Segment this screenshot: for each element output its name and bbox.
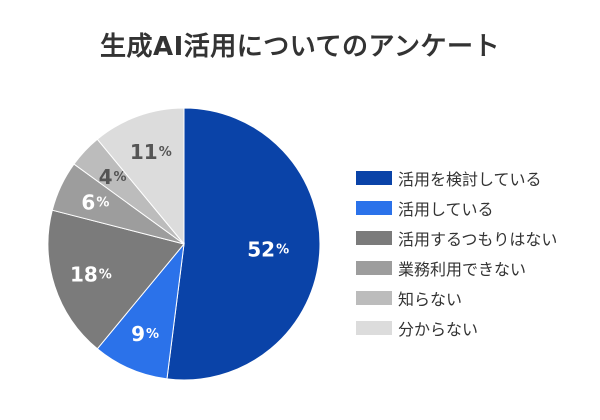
chart-title: 生成AI活用についてのアンケート	[100, 32, 500, 62]
slice-value-label: 18%	[70, 262, 112, 286]
slice-value-label: 11%	[130, 140, 172, 164]
slice-value-label: 6%	[81, 190, 109, 214]
legend-swatch	[356, 291, 392, 305]
legend: 活用を検討している 活用している活用するつもりはない 業務利用できない 知らない分から…	[356, 163, 557, 343]
legend-swatch	[356, 321, 392, 335]
legend-label: 知らない	[398, 290, 463, 309]
legend-item: 分からない	[356, 313, 557, 343]
slice-value-label: 9%	[131, 322, 159, 346]
pie-slice	[166, 107, 321, 381]
legend-label: 活用している	[398, 200, 494, 219]
legend-item: 活用している	[356, 193, 557, 223]
legend-swatch	[356, 261, 392, 275]
legend-swatch	[356, 171, 392, 185]
legend-item: 知らない	[356, 283, 557, 313]
slice-value-label: 4%	[99, 165, 127, 189]
legend-item: 活用を検討している	[356, 163, 557, 193]
legend-item: 活用するつもりはない	[356, 223, 557, 253]
pie-slice	[47, 209, 185, 350]
legend-label: 業務利用できない	[398, 260, 527, 279]
legend-label: 活用を検討している	[398, 170, 542, 189]
legend-swatch	[356, 201, 392, 215]
legend-label: 分からない	[398, 320, 479, 339]
slice-value-label: 52%	[247, 237, 289, 261]
legend-item: 業務利用できない	[356, 253, 557, 283]
pie-slice	[96, 107, 185, 246]
legend-swatch	[356, 231, 392, 245]
legend-label: 活用するつもりはない	[398, 230, 558, 249]
